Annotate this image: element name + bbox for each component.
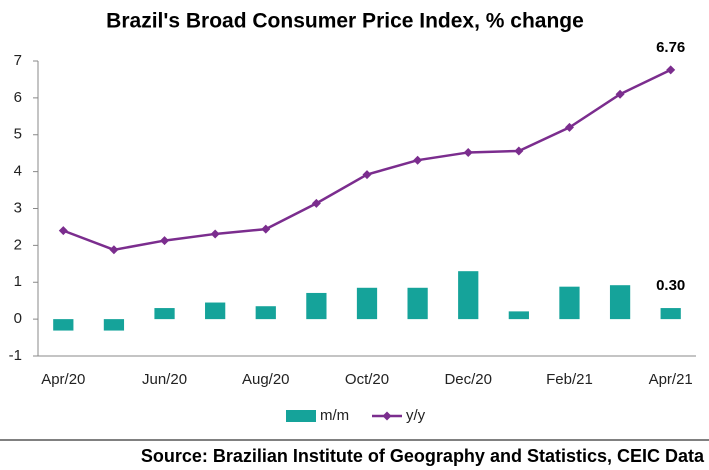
y-tick-label: -1 [9, 347, 22, 364]
line-marker [58, 226, 68, 236]
line-marker [109, 245, 119, 255]
y-tick-label: 6 [14, 89, 22, 106]
data-label: 0.30 [656, 277, 685, 294]
line-marker [413, 155, 423, 165]
bar [205, 302, 226, 320]
legend-label: y/y [406, 407, 426, 424]
bar [53, 319, 74, 331]
x-tick-label: Jun/20 [142, 371, 187, 388]
line-marker [311, 198, 321, 208]
x-tick-label: Dec/20 [444, 371, 492, 388]
line-marker [564, 122, 574, 132]
legend-swatch [286, 410, 316, 422]
x-tick-label: Oct/20 [345, 371, 389, 388]
bar [458, 271, 479, 320]
legend-swatch [382, 411, 392, 421]
data-label: 6.76 [656, 39, 685, 56]
source: Source: Brazilian Institute of Geography… [141, 446, 705, 466]
line-marker [615, 89, 625, 99]
x-tick-label: Apr/20 [41, 371, 85, 388]
line [62, 68, 672, 252]
x-tick-label: Aug/20 [242, 371, 290, 388]
bar [356, 287, 378, 320]
y-tick-label: 2 [14, 236, 22, 253]
legend-label: m/m [320, 407, 349, 424]
bar [306, 292, 327, 320]
line-marker [362, 170, 372, 180]
y-tick-label: 4 [14, 163, 22, 180]
chart-title: Brazil's Broad Consumer Price Index, % c… [106, 10, 584, 33]
y-tick-label: 7 [14, 52, 22, 69]
line-marker [514, 146, 524, 156]
bar [103, 319, 125, 331]
line-marker [160, 236, 170, 246]
x-tick-label: Feb/21 [546, 371, 593, 388]
y-tick-label: 0 [14, 310, 22, 327]
x-tick-label: Apr/21 [649, 371, 693, 388]
bar [508, 311, 529, 320]
bar [559, 286, 580, 320]
line-marker [463, 147, 473, 157]
line-marker [210, 229, 220, 239]
bar [154, 308, 175, 320]
bar [660, 308, 681, 320]
bar [255, 306, 276, 320]
bar [407, 287, 428, 320]
y-tick-label: 5 [14, 126, 22, 143]
y-tick-label: 3 [14, 199, 22, 216]
y-tick-label: 1 [14, 273, 22, 290]
bar [609, 285, 631, 320]
line-marker [666, 65, 676, 75]
line-marker [261, 224, 271, 234]
